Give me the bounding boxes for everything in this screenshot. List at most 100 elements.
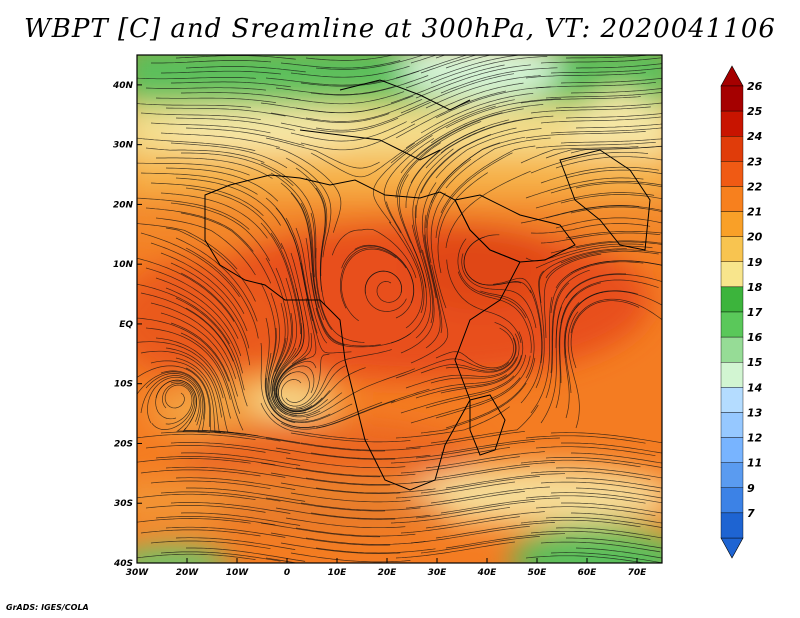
streamline <box>565 169 662 179</box>
colorbar-label: 25 <box>747 105 763 118</box>
streamline <box>567 311 580 429</box>
streamline <box>571 452 662 464</box>
streamline <box>420 476 540 494</box>
streamline <box>425 354 527 409</box>
streamline <box>165 287 243 374</box>
streamline <box>415 355 522 399</box>
streamline <box>180 332 244 431</box>
colorbar-swatch <box>720 261 744 288</box>
streamline <box>563 302 580 419</box>
streamline <box>300 502 421 511</box>
wbpt-shaded-field <box>137 55 662 563</box>
streamline <box>405 431 525 449</box>
streamline <box>405 99 515 149</box>
streamline <box>270 532 391 546</box>
streamline <box>181 152 294 187</box>
streamline <box>555 102 662 109</box>
streamline <box>420 93 534 134</box>
streamline <box>430 404 539 444</box>
streamline <box>520 459 641 468</box>
latitude-axis: 40N 30N 20N 10N EQ 10S 20S 30S 40S <box>112 81 142 569</box>
colorbar-label: 15 <box>747 356 763 369</box>
streamline <box>525 177 644 199</box>
streamline <box>415 440 535 459</box>
streamline <box>386 201 425 314</box>
streamline <box>530 106 651 114</box>
streamline <box>395 481 515 499</box>
streamline <box>140 350 222 418</box>
streamline <box>290 121 407 142</box>
streamline <box>295 349 392 409</box>
lon-tick-label: 30E <box>428 568 448 578</box>
streamline <box>260 162 317 259</box>
streamline <box>150 122 271 134</box>
streamline <box>180 512 301 526</box>
streamline <box>445 55 493 69</box>
streamline <box>492 277 543 364</box>
streamline <box>430 56 548 84</box>
streamline <box>566 477 662 489</box>
colorbar-swatch <box>720 387 744 413</box>
streamline <box>310 452 431 460</box>
streamline <box>305 237 345 346</box>
colorbar-swatch <box>720 336 744 363</box>
streamline <box>140 375 202 426</box>
streamline <box>445 137 551 189</box>
colorbar-label: 23 <box>747 155 763 168</box>
colorbar-label: 12 <box>747 432 763 445</box>
streamline <box>565 273 662 299</box>
streamline <box>137 162 250 176</box>
streamline <box>275 147 342 233</box>
colorbar-swatch <box>720 487 744 514</box>
streamline <box>270 337 321 418</box>
streamline <box>155 97 276 103</box>
streamline <box>155 217 256 276</box>
streamline <box>281 353 330 407</box>
streamline <box>264 317 295 423</box>
streamline <box>171 81 291 88</box>
streamline <box>300 202 325 321</box>
streamline <box>290 252 310 365</box>
streamline <box>175 537 296 550</box>
streamline <box>543 253 602 339</box>
streamline <box>265 257 289 372</box>
streamline <box>540 166 659 184</box>
streamline <box>265 557 299 563</box>
streamline <box>540 116 661 124</box>
colorbar-label: 7 <box>747 507 755 520</box>
streamline <box>160 252 248 332</box>
streamline <box>268 292 280 410</box>
colorbar-swatch <box>720 211 744 237</box>
streamline <box>290 492 411 503</box>
streamline <box>530 470 651 480</box>
streamline <box>410 55 438 64</box>
streamline <box>170 202 270 262</box>
colorbar-swatch <box>720 136 744 162</box>
streamline <box>530 297 553 414</box>
lon-tick-label: 50E <box>528 568 548 578</box>
streamline <box>410 525 530 544</box>
streamline <box>545 92 662 99</box>
colorbar-min-triangle <box>720 537 744 559</box>
streamline <box>315 187 327 306</box>
streamline <box>535 141 656 149</box>
colorbar-swatch <box>720 311 744 338</box>
streamline <box>315 487 436 494</box>
streamline <box>570 300 640 369</box>
streamline <box>421 182 437 299</box>
streamline <box>405 357 517 389</box>
streamline <box>535 446 656 457</box>
streamline <box>535 192 655 209</box>
colorbar-label: 26 <box>747 80 763 93</box>
streamline <box>525 131 646 139</box>
streamline <box>165 466 286 478</box>
streamline <box>420 382 527 434</box>
streamline <box>185 187 283 249</box>
streamline <box>137 493 256 500</box>
colorbar-swatch <box>720 110 744 137</box>
streamline <box>575 123 662 129</box>
streamline <box>137 257 235 322</box>
streamline <box>570 206 662 214</box>
streamline <box>271 362 343 417</box>
streamline <box>400 249 435 354</box>
